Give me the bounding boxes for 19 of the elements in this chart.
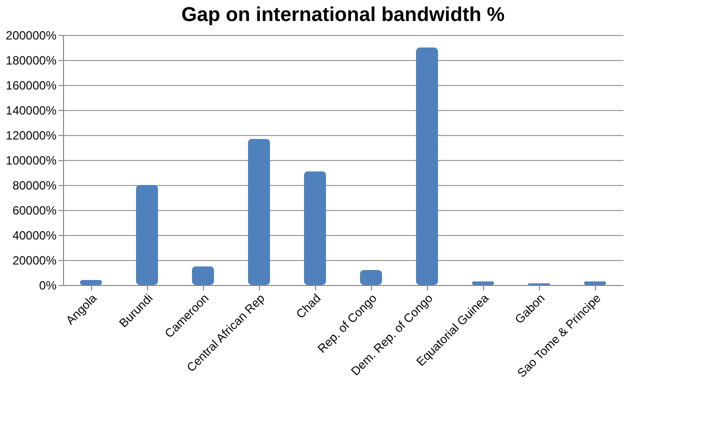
y-tick-label: 80000%: [12, 178, 57, 192]
bar: [304, 171, 326, 285]
bar: [136, 185, 158, 285]
y-tick-label: 60000%: [12, 204, 57, 218]
bar: [416, 48, 438, 285]
y-tick-label: 100000%: [6, 154, 57, 168]
bar: [248, 138, 270, 285]
y-tick-label: 160000%: [6, 78, 57, 92]
chart-title: Gap on international bandwidth %: [181, 4, 505, 26]
y-tick-label: 40000%: [12, 228, 57, 242]
bar: [80, 280, 102, 285]
y-tick-label: 0%: [39, 278, 57, 292]
bar: [192, 266, 214, 285]
y-tick-label: 140000%: [6, 104, 57, 118]
y-tick-label: 120000%: [6, 128, 57, 142]
bar: [360, 270, 382, 285]
y-tick-label: 200000%: [6, 28, 57, 42]
y-tick-label: 20000%: [12, 254, 57, 268]
y-tick-label: 180000%: [6, 54, 57, 68]
